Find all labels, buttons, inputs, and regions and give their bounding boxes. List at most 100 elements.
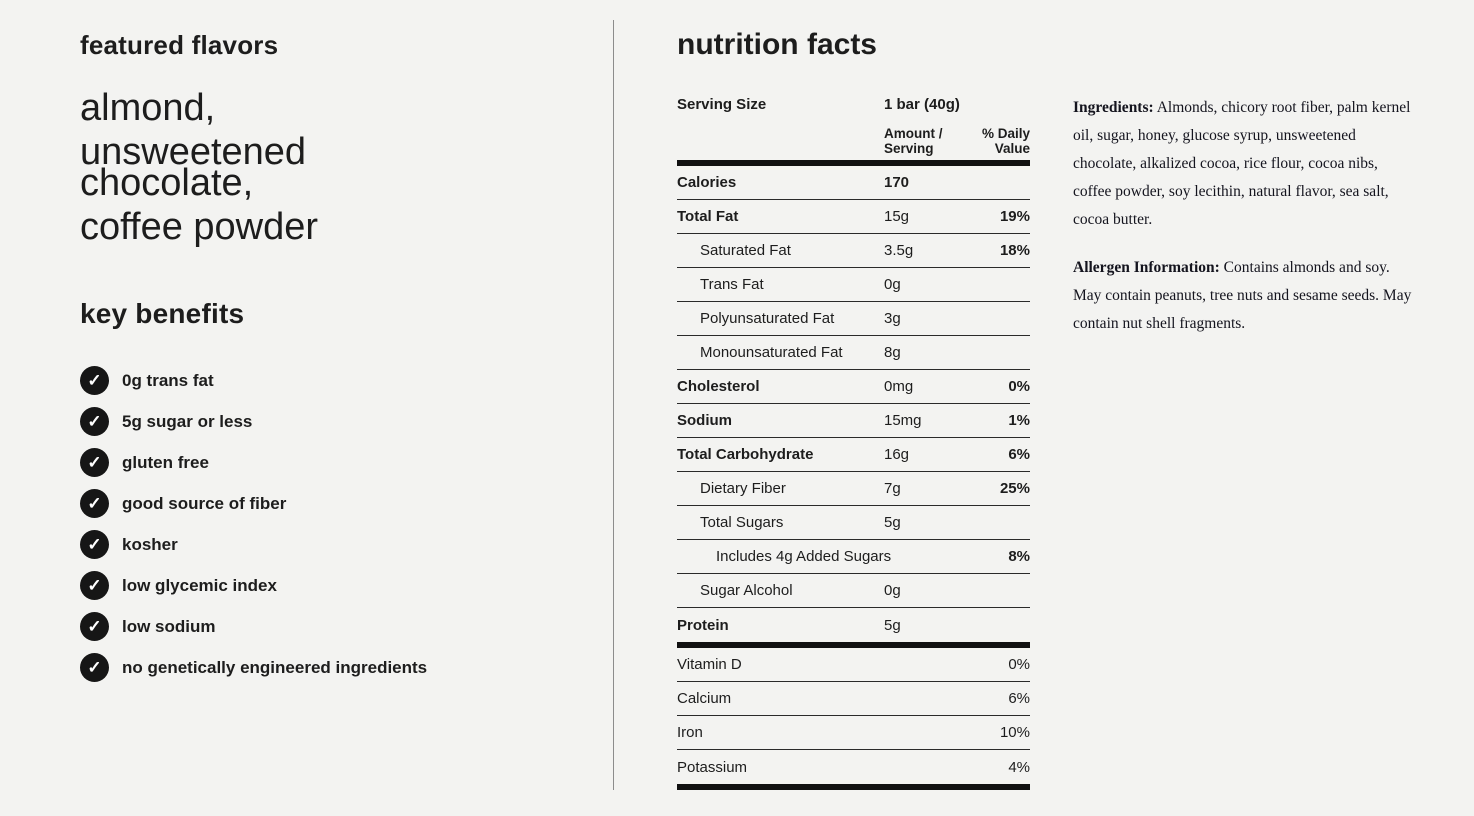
flavor-item: coffee powder: [80, 206, 319, 248]
check-icon: ✓: [80, 448, 109, 477]
flavor-item: almond,: [80, 87, 216, 129]
row-amount: 0g: [884, 276, 901, 293]
row-amount: 7g: [884, 480, 901, 497]
row-label: Sodium: [677, 412, 732, 429]
featured-flavors-title: featured flavors: [80, 30, 279, 60]
row-label: Polyunsaturated Fat: [700, 310, 835, 327]
row-amount: 5g: [884, 616, 901, 634]
nutrition-row-dietary-fiber: Dietary Fiber 7g 25%: [677, 472, 1030, 506]
row-daily-value: 6%: [1008, 690, 1030, 707]
row-amount: 3g: [884, 310, 901, 327]
featured-flavors-section: featured flavors almond, unsweetened cho…: [80, 30, 580, 694]
ingredients-label: Ingredients:: [1073, 99, 1154, 116]
nutrition-facts-section: nutrition facts Serving Size 1 bar (40g)…: [677, 28, 1030, 790]
allergen-paragraph: Allergen Information: Contains almonds a…: [1073, 254, 1418, 338]
nutrition-row-calcium: Calcium 6%: [677, 682, 1030, 716]
flavor-list: almond, unsweetened chocolate, coffee po…: [80, 87, 410, 248]
check-icon: ✓: [80, 407, 109, 436]
row-daily-value: 1%: [1008, 412, 1030, 429]
nutrition-row-monounsaturated-fat: Monounsaturated Fat 8g: [677, 336, 1030, 370]
ingredients-section: Ingredients: Almonds, chicory root fiber…: [1073, 94, 1418, 358]
row-daily-value: 0%: [1008, 378, 1030, 395]
benefit-item: ✓ kosher: [80, 530, 580, 559]
thick-rule: [677, 642, 1030, 648]
benefit-item: ✓ 5g sugar or less: [80, 407, 580, 436]
row-daily-value: 0%: [1008, 656, 1030, 673]
nutrition-row-total-sugars: Total Sugars 5g: [677, 506, 1030, 540]
row-amount: 15g: [884, 208, 910, 225]
row-label: Total Sugars: [700, 514, 784, 531]
nutrition-row-protein: Protein 5g: [677, 608, 1030, 642]
check-icon: ✓: [80, 489, 109, 518]
row-label: Vitamin D: [677, 656, 742, 673]
nutrition-row-trans-fat: Trans Fat 0g: [677, 268, 1030, 302]
ingredients-paragraph: Ingredients: Almonds, chicory root fiber…: [1073, 94, 1418, 234]
benefit-label: good source of fiber: [122, 493, 287, 513]
benefit-item: ✓ low sodium: [80, 612, 580, 641]
row-label: Includes 4g Added Sugars: [716, 548, 892, 565]
row-daily-value: 6%: [1008, 446, 1030, 463]
allergen-text: Contains almonds and soy. May contain pe…: [1073, 259, 1412, 332]
benefit-label: low glycemic index: [122, 575, 277, 595]
row-amount: 170: [884, 174, 910, 191]
row-daily-value: 25%: [999, 480, 1030, 497]
row-amount: 3.5g: [884, 242, 914, 259]
row-label: Total Fat: [677, 208, 739, 225]
nutrition-facts-title: nutrition facts: [677, 28, 877, 61]
row-daily-value: 18%: [999, 242, 1030, 259]
row-daily-value: 10%: [999, 724, 1030, 741]
amount-serving-header: Amount / Serving: [884, 126, 943, 156]
check-icon: ✓: [80, 571, 109, 600]
row-amount: 5g: [884, 514, 901, 531]
row-label: Protein: [677, 616, 729, 634]
benefit-label: low sodium: [122, 616, 216, 636]
check-icon: ✓: [80, 612, 109, 641]
benefit-label: 5g sugar or less: [122, 411, 253, 431]
thick-rule: [677, 160, 1030, 166]
row-label: Calories: [677, 174, 737, 191]
row-label: Dietary Fiber: [700, 480, 786, 497]
benefit-item: ✓ low glycemic index: [80, 571, 580, 600]
row-daily-value: 8%: [1008, 548, 1030, 565]
vertical-divider: [613, 20, 614, 790]
row-amount: 8g: [884, 344, 901, 361]
check-icon: ✓: [80, 653, 109, 682]
benefit-label: 0g trans fat: [122, 370, 214, 390]
nutrition-row-added-sugars: Includes 4g Added Sugars 8%: [677, 540, 1030, 574]
row-label: Monounsaturated Fat: [700, 344, 843, 361]
row-label: Total Carbohydrate: [677, 446, 814, 463]
nutrition-row-potassium: Potassium 4%: [677, 750, 1030, 784]
serving-size-value: 1 bar (40g): [884, 96, 960, 113]
check-icon: ✓: [80, 530, 109, 559]
row-label: Cholesterol: [677, 378, 760, 395]
row-amount: 0g: [884, 582, 901, 599]
row-label: Iron: [677, 724, 703, 741]
nutrition-row-iron: Iron 10%: [677, 716, 1030, 750]
benefit-label: no genetically engineered ingredients: [122, 657, 428, 677]
nutrition-row-total-carbohydrate: Total Carbohydrate 16g 6%: [677, 438, 1030, 472]
thick-rule: [677, 784, 1030, 790]
benefit-item: ✓ no genetically engineered ingredients: [80, 653, 580, 682]
nutrition-row-saturated-fat: Saturated Fat 3.5g 18%: [677, 234, 1030, 268]
row-label: Potassium: [677, 758, 748, 776]
row-label: Saturated Fat: [700, 242, 791, 259]
serving-size-row: Serving Size 1 bar (40g): [677, 96, 1030, 114]
row-label: Sugar Alcohol: [700, 582, 793, 599]
nutrition-row-vitamin-d: Vitamin D 0%: [677, 648, 1030, 682]
nutrition-row-total-fat: Total Fat 15g 19%: [677, 200, 1030, 234]
key-benefits-list: ✓ 0g trans fat ✓ 5g sugar or less ✓ glut…: [80, 366, 580, 682]
nutrition-row-polyunsaturated-fat: Polyunsaturated Fat 3g: [677, 302, 1030, 336]
benefit-item: ✓ good source of fiber: [80, 489, 580, 518]
benefit-item: ✓ gluten free: [80, 448, 580, 477]
nutrition-row-sugar-alcohol: Sugar Alcohol 0g: [677, 574, 1030, 608]
row-amount: 16g: [884, 446, 910, 463]
row-label: Calcium: [677, 690, 732, 707]
row-amount: 15mg: [884, 412, 922, 429]
ingredients-text: Almonds, chicory root fiber, palm kernel…: [1073, 99, 1411, 228]
benefit-label: gluten free: [122, 452, 209, 472]
allergen-label: Allergen Information:: [1073, 259, 1220, 276]
benefit-label: kosher: [122, 534, 178, 554]
nutrition-row-calories: Calories 170: [677, 166, 1030, 200]
row-daily-value: 19%: [999, 208, 1030, 225]
